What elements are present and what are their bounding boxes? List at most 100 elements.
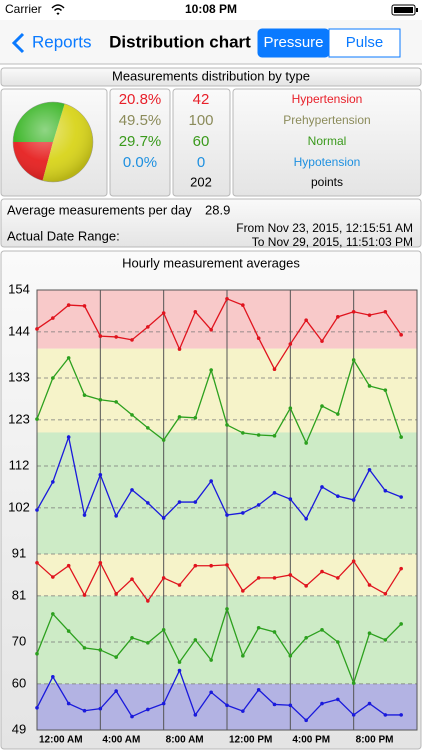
point — [209, 479, 213, 483]
point — [351, 358, 356, 362]
point — [320, 485, 324, 489]
point — [272, 367, 277, 372]
point — [288, 703, 293, 708]
point — [383, 638, 388, 642]
battery-tip — [416, 8, 418, 12]
point — [130, 577, 134, 581]
point — [161, 628, 166, 632]
range-to: To Nov 29, 2015, 11:51:03 PM — [252, 235, 413, 249]
series-line — [36, 434, 402, 520]
point — [383, 713, 388, 717]
point — [288, 654, 293, 658]
point — [320, 628, 324, 632]
point — [272, 630, 277, 634]
percent-cell — [109, 88, 171, 197]
point — [225, 297, 229, 301]
category-label: Prehypertension — [283, 113, 370, 127]
point — [367, 583, 372, 587]
y-tick-label: 133 — [8, 369, 30, 384]
x-tick-label: 8:00 PM — [356, 735, 394, 746]
point — [98, 648, 103, 652]
label-cell — [232, 88, 422, 197]
point — [256, 687, 261, 692]
point — [225, 703, 229, 708]
point — [51, 480, 55, 484]
point — [193, 500, 198, 504]
point — [82, 393, 87, 397]
series-line — [36, 297, 402, 371]
point — [82, 646, 87, 650]
y-tick-label: 81 — [12, 587, 26, 602]
point — [336, 697, 340, 702]
segment-label[interactable]: Pressure — [263, 34, 323, 51]
point — [98, 706, 103, 711]
series-line — [36, 560, 402, 603]
series-line — [36, 356, 402, 445]
segment-label[interactable]: Pulse — [346, 34, 384, 51]
point — [241, 431, 245, 435]
point — [399, 566, 403, 571]
point — [383, 488, 388, 493]
point — [177, 415, 182, 419]
point — [66, 303, 71, 307]
point — [35, 561, 39, 565]
point — [336, 315, 340, 319]
point — [146, 599, 150, 603]
point — [320, 339, 324, 343]
series-line — [36, 606, 402, 686]
point — [35, 417, 39, 421]
point — [82, 593, 87, 597]
point — [146, 641, 150, 645]
count-label: 100 — [188, 112, 213, 129]
point — [209, 368, 213, 372]
count-label: 0 — [197, 154, 205, 171]
point — [177, 347, 182, 351]
point — [241, 303, 245, 307]
point — [304, 584, 308, 588]
range-label: Actual Date Range: — [7, 228, 120, 243]
point — [130, 413, 134, 417]
point — [351, 713, 356, 717]
point — [351, 498, 356, 502]
point — [336, 412, 340, 416]
point — [161, 438, 166, 442]
point — [225, 563, 229, 567]
point — [51, 575, 55, 579]
point — [193, 563, 198, 568]
point — [66, 435, 71, 439]
point — [98, 473, 103, 477]
chart-title: Hourly measurement averages — [122, 255, 300, 270]
back-chevron[interactable] — [11, 32, 25, 54]
point — [272, 702, 277, 707]
x-tick-label: 4:00 AM — [102, 735, 140, 746]
point — [367, 631, 372, 635]
point — [256, 625, 261, 630]
point — [146, 501, 150, 505]
point — [399, 622, 403, 626]
section-title: Measurements distribution by type — [112, 68, 310, 83]
point — [288, 497, 293, 501]
point — [272, 576, 277, 580]
point — [256, 503, 261, 507]
point — [35, 705, 39, 710]
point — [209, 658, 213, 662]
point — [146, 707, 150, 712]
nav-title: Distribution chart — [109, 32, 251, 51]
point — [51, 316, 55, 320]
back-button[interactable]: Reports — [32, 32, 92, 51]
point — [336, 576, 340, 580]
point — [256, 433, 261, 437]
segment[interactable] — [328, 28, 401, 58]
y-tick-label: 91 — [12, 545, 26, 560]
category-label: Hypotension — [294, 155, 361, 169]
point — [114, 655, 118, 659]
point — [209, 690, 213, 695]
point — [320, 701, 324, 706]
point — [241, 589, 245, 593]
point — [383, 309, 388, 314]
point — [82, 708, 87, 713]
point — [98, 334, 103, 338]
point — [225, 423, 229, 427]
point — [367, 701, 372, 706]
average-label: Average measurements per day — [7, 202, 192, 217]
